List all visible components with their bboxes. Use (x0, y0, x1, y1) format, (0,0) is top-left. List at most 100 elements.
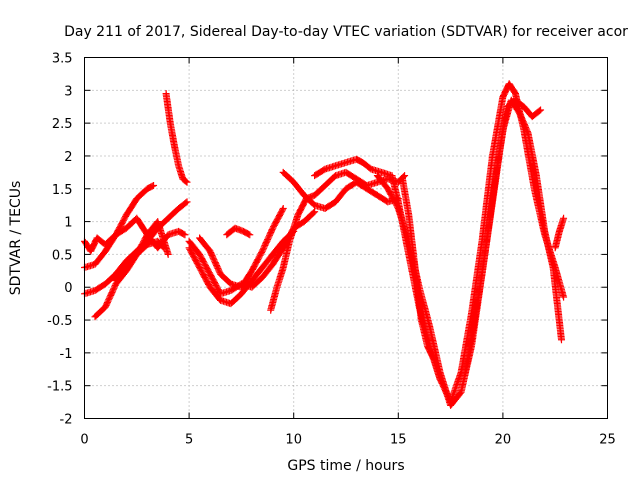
data-point-run (206, 247, 224, 277)
data-point (183, 198, 191, 206)
y-tick-label: 3.5 (52, 52, 73, 67)
data-point-run (91, 248, 108, 268)
data-point-run (143, 182, 156, 193)
data-point-run (555, 216, 567, 235)
x-tick-label: 5 (185, 433, 193, 448)
y-tick-label: -1.5 (47, 380, 72, 395)
data-point (279, 204, 287, 212)
data-point-run (411, 264, 425, 322)
data-point-run (286, 213, 301, 245)
data-point-run (248, 265, 265, 285)
data-point-run (447, 389, 464, 409)
data-point-run (478, 154, 496, 245)
data-point-run (384, 185, 402, 211)
data-point-run (524, 129, 540, 178)
data-point-run (279, 239, 293, 271)
data-point-run (240, 227, 252, 238)
data-point-run (516, 109, 531, 136)
data-point-run (112, 258, 129, 278)
data-point (160, 244, 168, 252)
data-point-run (217, 270, 234, 287)
data-point-run (549, 264, 565, 342)
y-tick-label: -2 (60, 413, 73, 428)
data-point-run (430, 355, 444, 382)
data-point (164, 250, 172, 258)
data-point (183, 178, 191, 186)
x-tick-label: 20 (495, 433, 512, 448)
data-point-run (495, 104, 511, 160)
data-point-run (237, 278, 255, 298)
data-point-run (196, 264, 213, 290)
data-series-arc-d (91, 218, 172, 321)
data-point-run (405, 211, 419, 270)
data-point-run (399, 175, 412, 217)
data-point-run (175, 199, 190, 212)
x-tick-label: 15 (390, 433, 407, 448)
data-point-run (258, 252, 276, 271)
data-point-run (175, 227, 188, 238)
data-point-run (133, 186, 150, 203)
data-point-run (101, 232, 119, 255)
y-tick-label: -1 (60, 347, 73, 362)
data-series-arc-h (185, 227, 298, 308)
data-series-arc-q (551, 214, 568, 252)
x-tick-label: 0 (80, 433, 88, 448)
data-point-run (122, 196, 140, 219)
data-series-arc-j (223, 224, 254, 239)
data-point-run (373, 172, 391, 192)
y-tick-label: 0.5 (52, 248, 73, 263)
data-point-run (91, 304, 108, 321)
data-point-run (294, 196, 310, 219)
data-point-run (237, 268, 255, 291)
x-tick-label: 10 (285, 433, 302, 448)
data-series-arc-b (81, 181, 158, 271)
data-point-run (206, 283, 223, 303)
plot-frame (84, 57, 608, 419)
y-tick-label: 3 (64, 84, 72, 99)
data-point-run (87, 235, 100, 255)
data-point-run (258, 226, 276, 255)
data-point-run (311, 183, 328, 199)
data-point-run (457, 311, 475, 377)
data-point-run (185, 244, 203, 270)
data-point-run (505, 80, 519, 96)
data-point-run (164, 206, 181, 222)
data-point-run (248, 249, 266, 275)
data-point-run (394, 205, 412, 244)
data-point-run (541, 227, 557, 270)
data-series-arc-i (196, 204, 287, 291)
data-point-run (162, 90, 174, 126)
data-point-run (101, 271, 119, 288)
x-tick-label: 25 (599, 433, 616, 448)
y-tick-label: 0 (64, 281, 72, 296)
data-point-run (311, 166, 328, 180)
data-point-run (227, 291, 244, 308)
data-point-run (101, 281, 119, 311)
data-point-run (196, 234, 213, 254)
data-point-run (166, 119, 178, 149)
y-tick-labels: -2 -1.5 -1 -0.5 0 0.5 1 1.5 2 2.5 3 3.5 (47, 52, 72, 428)
y-tick-label: -0.5 (47, 314, 72, 329)
data-series-arc-c (81, 198, 191, 298)
data-point-run (112, 265, 129, 285)
data-point-run (112, 212, 130, 239)
data-point-run (154, 237, 167, 251)
data-point-run (424, 342, 437, 362)
data-point-run (488, 94, 507, 160)
data-point-run (528, 107, 543, 121)
data-point-run (279, 168, 296, 185)
y-tick-label: 1.5 (52, 183, 73, 198)
data-point-run (185, 237, 203, 257)
data-point-run (91, 281, 108, 294)
data-point-run (388, 172, 402, 204)
data-point-run (363, 185, 380, 198)
data-point (436, 375, 444, 383)
data-point-run (551, 229, 563, 252)
data-point-run (470, 272, 486, 331)
x-tick-labels: 0 5 10 15 20 25 (80, 433, 615, 448)
y-tick-label: 1 (64, 216, 72, 231)
data-point-run (300, 191, 317, 208)
data-point-run (122, 252, 140, 271)
data-point-run (258, 261, 276, 281)
